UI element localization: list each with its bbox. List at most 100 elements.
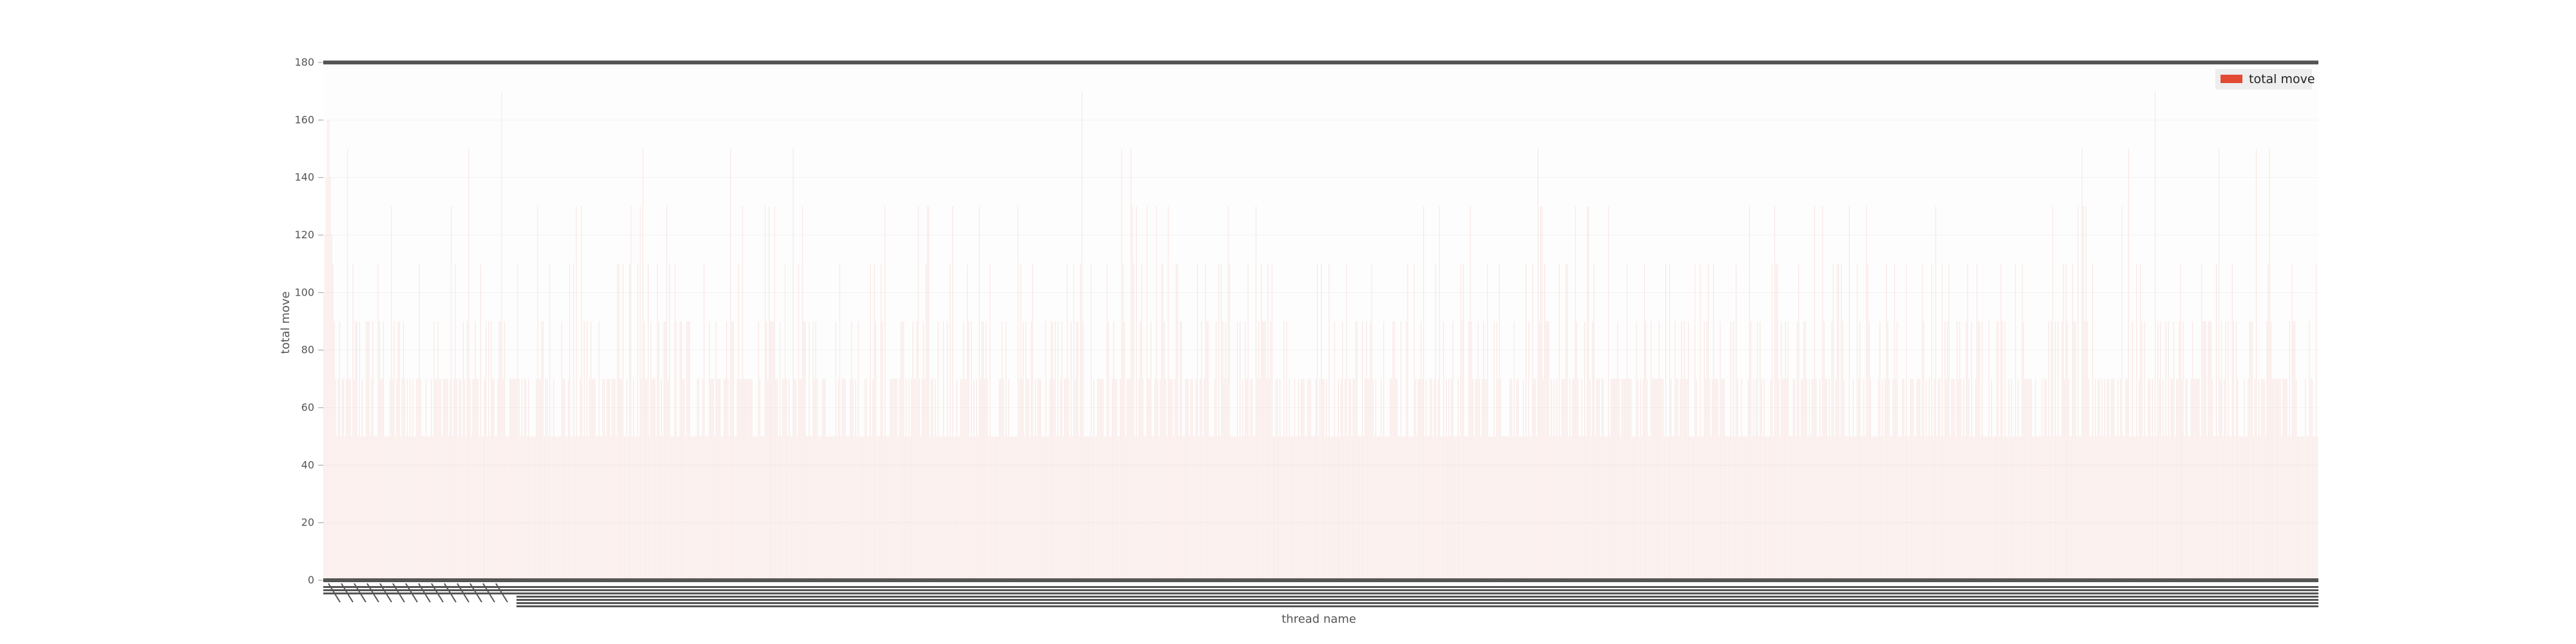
bar xyxy=(2150,436,2152,580)
bar xyxy=(1459,436,1460,580)
bar xyxy=(788,379,790,580)
bar xyxy=(2161,436,2163,580)
bar xyxy=(1437,379,1439,580)
bar xyxy=(372,321,374,580)
bar xyxy=(1037,379,1039,580)
bar xyxy=(1397,436,1399,580)
bar xyxy=(1801,379,1802,580)
bar xyxy=(1527,436,1528,580)
bar xyxy=(1898,436,1899,580)
bar xyxy=(1342,321,1343,580)
bar xyxy=(1770,379,1772,580)
bar xyxy=(1379,436,1381,580)
bar xyxy=(1020,263,1021,580)
legend-swatch xyxy=(2221,75,2242,83)
bar xyxy=(1247,263,1249,580)
bar xyxy=(1025,321,1027,580)
bar xyxy=(1274,436,1275,580)
bar xyxy=(634,436,636,580)
bar xyxy=(1036,436,1037,580)
y-tick-label: 180 xyxy=(294,56,314,68)
legend: total move xyxy=(2215,69,2315,90)
x-tick-labels-band xyxy=(323,589,2318,591)
bar xyxy=(650,321,652,580)
bar xyxy=(1148,379,1149,580)
bar xyxy=(710,379,712,580)
bar xyxy=(1301,379,1302,580)
bar xyxy=(1352,379,1354,580)
bar xyxy=(1065,379,1066,580)
bar xyxy=(379,321,380,580)
bar xyxy=(2023,321,2024,580)
bar xyxy=(1654,379,1656,580)
bar xyxy=(909,436,911,580)
bar xyxy=(855,379,857,580)
bar xyxy=(1643,263,1645,580)
bar xyxy=(520,436,521,580)
bar xyxy=(2251,321,2253,580)
bar xyxy=(1318,436,1320,580)
bar xyxy=(468,149,469,580)
bar xyxy=(1920,436,1922,580)
bar xyxy=(1900,436,1902,580)
x-tick-label-fragment xyxy=(366,583,379,603)
bar xyxy=(2025,379,2027,580)
bar xyxy=(1241,436,1242,580)
y-tick-label: 120 xyxy=(294,229,314,241)
bar xyxy=(1347,436,1349,580)
bar xyxy=(719,379,721,580)
bar xyxy=(899,379,900,580)
bar xyxy=(965,379,967,580)
bar xyxy=(1714,379,1716,580)
bar xyxy=(1834,436,1835,580)
bar xyxy=(915,379,916,580)
bar xyxy=(1330,436,1331,580)
bar xyxy=(706,436,707,580)
bar xyxy=(866,379,867,580)
bar xyxy=(1789,436,1790,580)
bar xyxy=(424,436,426,580)
bar xyxy=(1949,436,1951,580)
y-tick-label: 60 xyxy=(301,401,314,413)
bar xyxy=(829,436,831,580)
bar xyxy=(1005,321,1007,580)
bar xyxy=(603,379,605,580)
bar xyxy=(679,321,681,580)
bar xyxy=(1522,379,1524,580)
bar xyxy=(1592,321,1593,580)
bar xyxy=(1628,379,1629,580)
bar xyxy=(1293,436,1294,580)
bar xyxy=(504,321,506,580)
bar xyxy=(594,379,596,580)
bar xyxy=(1835,379,1837,580)
bar xyxy=(1919,379,1920,580)
bar xyxy=(1725,436,1726,580)
bar xyxy=(929,436,931,580)
bar xyxy=(1649,436,1651,580)
bar xyxy=(1095,436,1097,580)
bar xyxy=(1673,436,1674,580)
x-axis xyxy=(323,583,2318,607)
bar xyxy=(2166,436,2168,580)
bar xyxy=(589,379,591,580)
bar xyxy=(1813,379,1814,580)
bar xyxy=(1217,436,1218,580)
bar xyxy=(1721,379,1722,580)
bar xyxy=(959,436,960,580)
bar xyxy=(326,177,327,580)
bar xyxy=(2215,263,2217,580)
bar xyxy=(2246,436,2248,580)
bar xyxy=(1457,379,1459,580)
bar xyxy=(718,379,719,580)
bar xyxy=(1491,436,1492,580)
bar xyxy=(1287,436,1289,580)
bar xyxy=(2130,436,2132,580)
bar xyxy=(835,321,837,580)
bar xyxy=(748,379,750,580)
bar xyxy=(759,379,761,580)
bar xyxy=(2015,263,2016,580)
legend-label: total move xyxy=(2249,72,2315,86)
bar xyxy=(1598,379,1600,580)
bar xyxy=(1408,436,1410,580)
y-tick-label: 20 xyxy=(301,516,314,529)
